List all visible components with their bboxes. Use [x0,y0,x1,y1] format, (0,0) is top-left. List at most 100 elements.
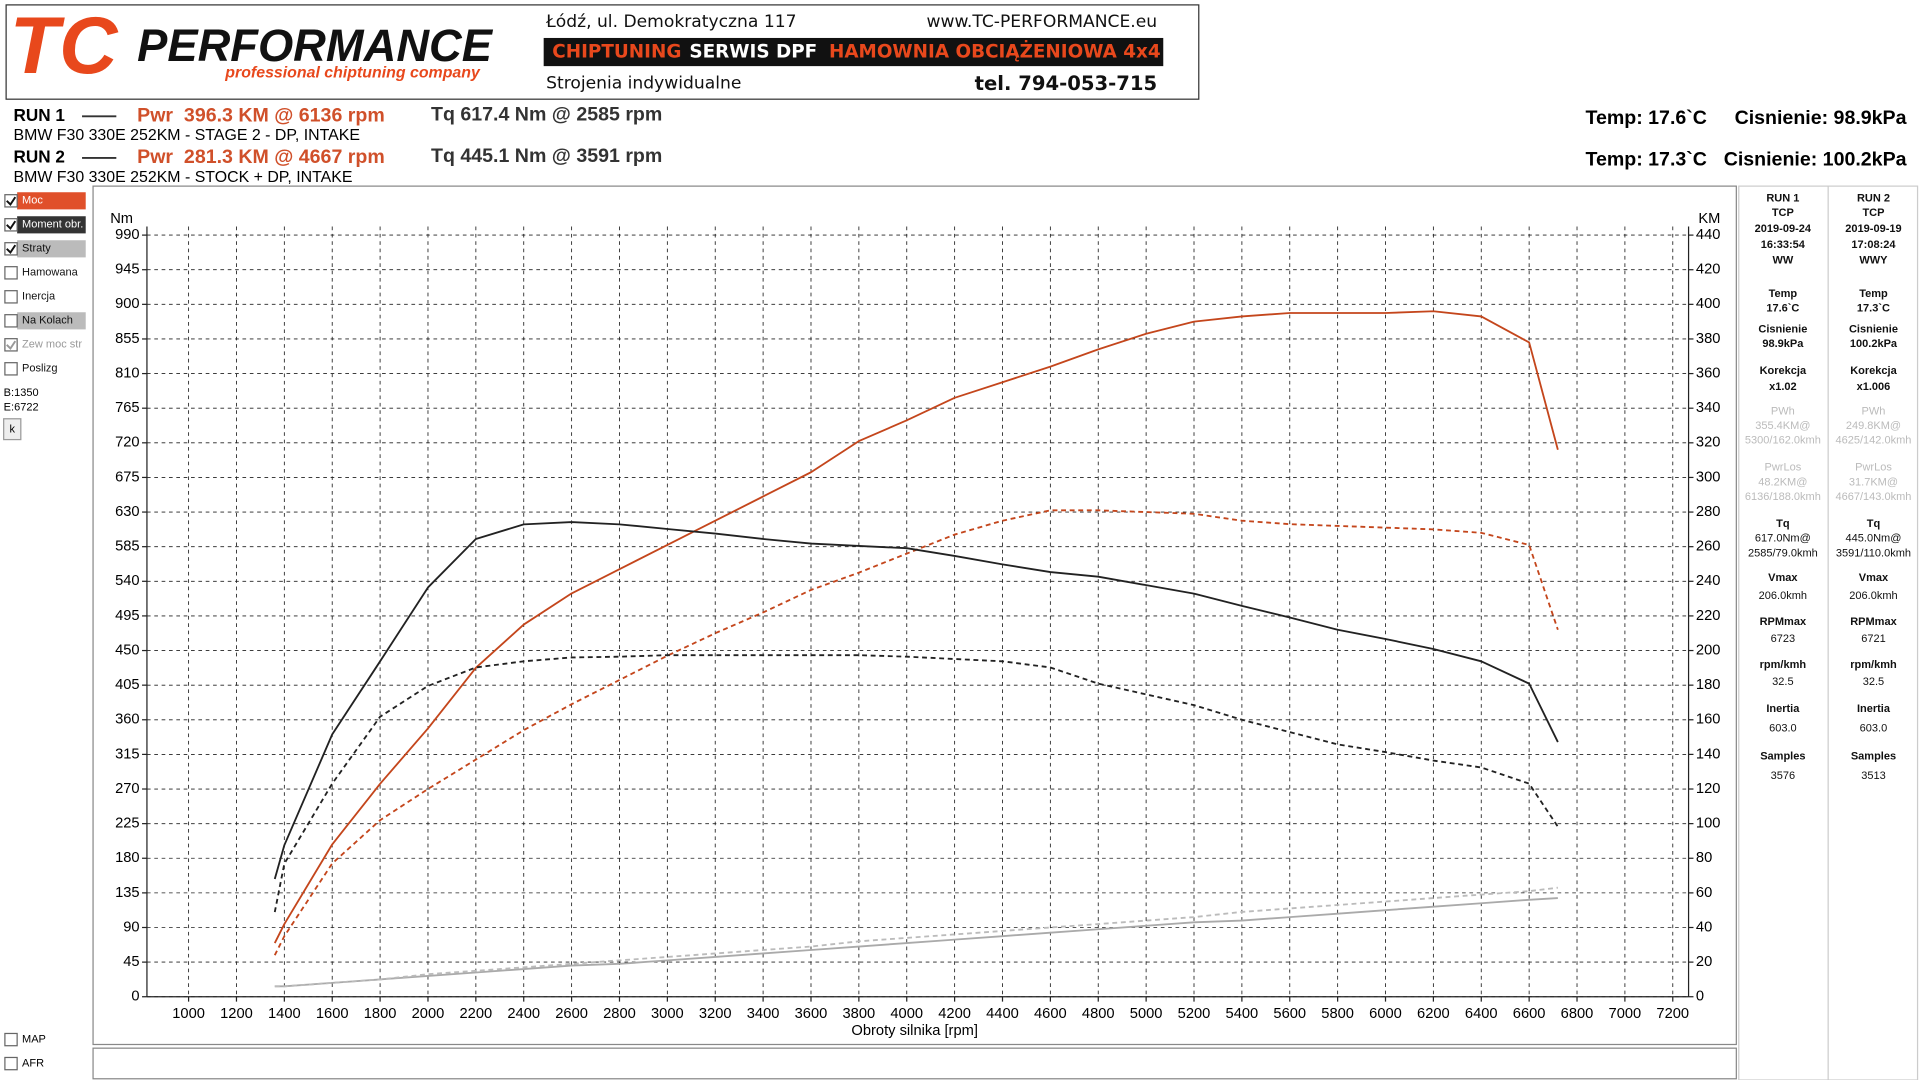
logo-slogan: professional chiptuning company [224,65,481,82]
panel-text: Samples [1851,751,1896,763]
series-line [273,654,1559,913]
panel-text: 603.0 [1769,722,1797,734]
x-tick-label: 5400 [1226,1006,1259,1022]
checkbox-tick [6,244,17,255]
run-power: Pwr 396.3 KM @ 6136 rpm [137,104,385,126]
y2-tick-label: 300 [1696,469,1721,485]
checkbox[interactable] [4,1056,18,1071]
panel-text: RPMmax [1850,616,1897,628]
panel-text: 17.6`C [1766,302,1799,314]
y-tick-label: 630 [115,504,140,520]
checkbox[interactable] [4,314,18,328]
run-temp: Temp: 17.6`C [1585,107,1706,129]
checkbox-label[interactable]: MAP [22,1033,46,1045]
panel-text: 32.5 [1772,676,1793,688]
address: Łódź, ul. Demokratyczna 117 [545,12,796,32]
panel-text: RUN 2 [1857,192,1890,204]
y2-tick-label: 420 [1696,262,1721,278]
x-tick-label: 5200 [1178,1006,1211,1022]
checkbox[interactable] [4,362,18,376]
y2-tick-label: 160 [1696,712,1721,728]
panel-text: 4667/143.0kmh [1835,491,1911,503]
logo-performance: PERFORMANCE [137,20,494,71]
button[interactable] [3,418,22,441]
checkbox-label[interactable]: Moment obr. [22,219,83,231]
checkbox[interactable] [4,1032,18,1047]
range-end: E:6722 [4,402,39,414]
logo-tc: TC [10,1,119,91]
checkbox-label[interactable]: Straty [22,243,51,255]
panel-text: 206.0kmh [1759,590,1807,602]
panel-text: Temp [1859,288,1888,300]
x-tick-label: 1600 [316,1006,349,1022]
panel-text: x1.006 [1857,381,1891,393]
y-tick-label: 45 [123,954,139,970]
checkbox-tick [6,220,17,231]
y2-tick-label: 140 [1696,746,1721,762]
panel-text: TCP [1772,207,1794,219]
y-tick-label: 945 [115,262,140,278]
checkbox-label[interactable]: AFR [22,1057,44,1069]
run-car: BMW F30 330E 252KM - STAGE 2 - DP, INTAK… [13,127,360,144]
panel-text: Vmax [1768,572,1798,584]
panel-text: 4625/142.0kmh [1835,435,1911,447]
y-tick-label: 270 [115,781,140,797]
panel-text: 249.8KM@ [1846,420,1901,432]
run-pressure: Cisnienie: 100.2kPa [1724,149,1908,171]
x-tick-label: 2000 [412,1006,445,1022]
y2-tick-label: 220 [1696,608,1721,624]
panel-text: 3591/110.0kmh [1836,547,1911,559]
panel-text: Tq [1867,518,1880,530]
panel-text: 48.2KM@ [1758,476,1807,488]
y2-tick-label: 400 [1696,296,1721,312]
checkbox-tick [6,340,17,351]
y-tick-label: 360 [115,712,140,728]
x-tick-label: 4000 [890,1006,923,1022]
y2-tick-label: 120 [1696,781,1721,797]
run-car: BMW F30 330E 252KM - STOCK + DP, INTAKE [13,169,352,186]
run-torque: Tq 617.4 Nm @ 2585 rpm [431,103,662,125]
checkbox-label[interactable]: Hamowana [22,267,79,279]
checkbox-label[interactable]: Inercja [22,291,56,303]
x-tick-label: 2200 [460,1006,493,1022]
checkbox-label[interactable]: Poslizg [22,363,58,375]
x-tick-label: 6200 [1417,1006,1450,1022]
panel-text: x1.02 [1769,381,1797,393]
x-tick-label: 3400 [747,1006,780,1022]
button-label[interactable]: k [9,424,15,436]
panel-text: 6136/188.0kmh [1745,491,1821,503]
panel-text: 31.7KM@ [1849,476,1898,488]
panel-text: 100.2kPa [1850,338,1898,350]
panel-text: PwrLos [1764,462,1801,474]
checkbox[interactable] [4,290,18,304]
run-label: RUN 2 [13,146,64,166]
panel-text: Korekcja [1850,365,1897,377]
x-tick-label: 3600 [795,1006,828,1022]
panel-text: WW [1772,255,1793,267]
checkbox-label[interactable]: Moc [22,195,43,207]
y2-tick-label: 260 [1696,539,1721,555]
y2-tick-label: 240 [1696,573,1721,589]
x-tick-label: 6800 [1561,1006,1594,1022]
y-tick-label: 135 [115,885,140,901]
x-tick-label: 7200 [1656,1006,1689,1022]
panel-text: TCP [1862,207,1884,219]
y2-tick-label: 100 [1696,816,1721,832]
y-axis-title: Nm [110,211,133,227]
y-tick-label: 315 [115,746,140,762]
checkbox-label[interactable]: Na Kolach [22,315,73,327]
y2-tick-label: 80 [1696,850,1712,866]
panel-text: WWY [1859,255,1888,267]
panel-text: 2019-09-24 [1755,223,1812,235]
series-line [274,897,1558,988]
checkbox-label[interactable]: Zew moc str [22,339,82,351]
panel-text: 603.0 [1860,722,1888,734]
tagline: Strojenia indywidualne [546,73,741,93]
x-tick-label: 4600 [1034,1006,1067,1022]
x-tick-label: 5000 [1130,1006,1163,1022]
panel-text: Tq [1776,518,1789,530]
y-tick-label: 765 [115,400,140,416]
checkbox[interactable] [4,266,18,280]
checkbox-tick [6,196,17,207]
header-band [543,37,1164,67]
